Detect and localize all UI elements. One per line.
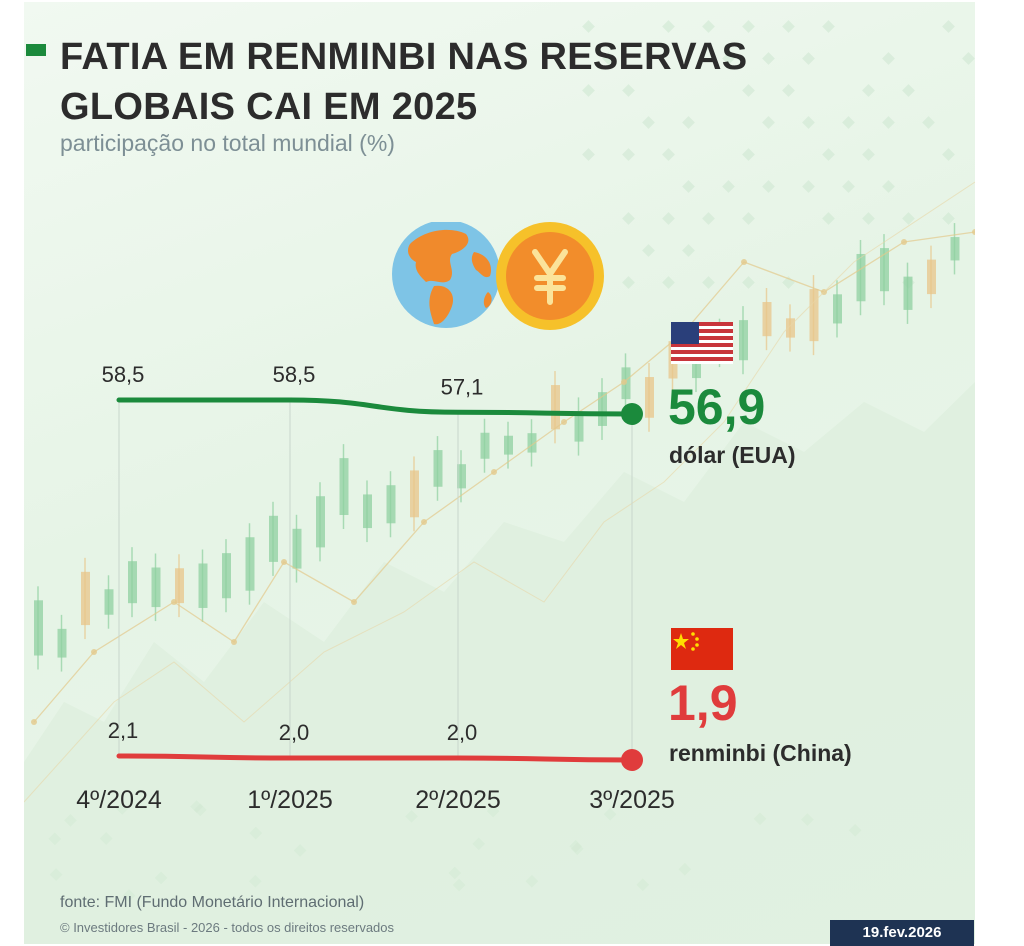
- usd-end-marker: [621, 403, 643, 425]
- bg-candle-body: [480, 432, 490, 459]
- usd-data-label: 57,1: [441, 374, 484, 399]
- yuan-coin-icon: [496, 222, 604, 330]
- cny-current-value: 1,9: [668, 675, 738, 731]
- bg-trend-dot: [561, 419, 567, 425]
- bg-candle-body: [151, 567, 161, 608]
- x-tick-label: 1º/2025: [247, 786, 333, 814]
- globe-and-coin-illustration: [392, 222, 604, 330]
- bg-candle-body: [245, 537, 255, 591]
- bg-candle-body: [809, 289, 819, 342]
- bg-candle-body: [551, 385, 560, 430]
- cny-line: [116, 753, 635, 763]
- x-tick-label: 2º/2025: [415, 786, 501, 814]
- bg-candle-body: [504, 435, 513, 455]
- bg-candle-body: [527, 433, 537, 453]
- bg-trend-dot: [901, 239, 907, 245]
- bg-trend-dot: [491, 469, 497, 475]
- bg-trend-dot: [281, 559, 287, 565]
- us-flag-icon: [671, 322, 733, 364]
- bg-candle-body: [339, 458, 349, 516]
- bg-candle-body: [950, 237, 960, 261]
- infographic-card: FATIA EM RENMINBI NAS RESERVAS GLOBAIS C…: [24, 2, 975, 944]
- chart-title: FATIA EM RENMINBI NAS RESERVAS GLOBAIS C…: [60, 36, 748, 128]
- bg-candle-body: [222, 553, 231, 599]
- bg-trend-dot: [621, 379, 627, 385]
- bg-trend-dot: [421, 519, 427, 525]
- copyright-note: © Investidores Brasil - 2026 - todos os …: [60, 920, 395, 935]
- bg-trend-dot: [171, 599, 177, 605]
- bg-candle-body: [198, 563, 208, 608]
- bg-candle-body: [433, 450, 443, 487]
- x-tick-label: 4º/2024: [76, 786, 162, 814]
- bg-candle-body: [104, 589, 114, 615]
- bg-candle-body: [574, 411, 584, 442]
- bg-candle-body: [292, 528, 302, 569]
- cny-end-marker: [621, 749, 643, 771]
- cny-data-label: 2,0: [447, 720, 478, 745]
- bg-candle-body: [762, 301, 772, 337]
- cny-series-label: renminbi (China): [669, 740, 852, 766]
- bg-candle-body: [128, 561, 137, 604]
- bg-candle-body: [269, 515, 278, 562]
- usd-series-label: dólar (EUA): [669, 442, 796, 468]
- bg-candle-body: [645, 377, 654, 418]
- bg-candle-body: [457, 464, 466, 489]
- bg-trend-dot: [351, 599, 357, 605]
- usd-data-label: 58,5: [273, 362, 316, 387]
- bg-area: [24, 382, 975, 944]
- title-accent-bar: [26, 44, 46, 56]
- globe-icon: [392, 222, 500, 328]
- background-candlestick-decoration: [24, 20, 975, 944]
- line-chart: 58,5 58,5 57,1 2,1 2,0 2,0 4º/2024 1º/2025 2º/20…: [76, 362, 675, 814]
- bg-candle-body: [739, 320, 748, 361]
- china-flag-icon: [671, 628, 733, 670]
- bg-candle-body: [410, 470, 419, 518]
- bg-candle-body: [833, 294, 842, 324]
- cny-data-label: 2,1: [108, 718, 139, 743]
- bg-candle-body: [316, 496, 325, 548]
- usd-data-label: 58,5: [102, 362, 145, 387]
- bg-candle-body: [880, 248, 889, 292]
- bg-candle-body: [34, 600, 43, 656]
- usd-line: [116, 397, 635, 417]
- bg-candle-body: [175, 568, 184, 604]
- bg-trend-dot: [741, 259, 747, 265]
- bg-trend-dot: [972, 229, 975, 235]
- bg-candle-body: [81, 571, 90, 626]
- chart-subtitle: participação no total mundial (%): [60, 130, 395, 156]
- bg-candle-body: [386, 485, 396, 524]
- bg-candle-body: [903, 276, 913, 310]
- x-tick-label: 3º/2025: [589, 786, 675, 814]
- bg-candle-body: [363, 494, 372, 529]
- bg-trend-dot: [91, 649, 97, 655]
- cny-data-label: 2,0: [279, 720, 310, 745]
- bg-candle-body: [927, 259, 936, 295]
- bg-trend-line: [24, 181, 975, 803]
- bg-trend-dot: [31, 719, 37, 725]
- bg-candle-body: [598, 392, 607, 426]
- bg-candle-body: [786, 318, 795, 338]
- date-badge: 19.fev.2026: [830, 920, 974, 946]
- bg-trend-dot: [231, 639, 237, 645]
- bg-candle-body: [856, 253, 866, 302]
- usd-current-value: 56,9: [668, 379, 766, 435]
- source-note: fonte: FMI (Fundo Monetário Internaciona…: [60, 894, 365, 911]
- bg-candle-body: [57, 628, 67, 658]
